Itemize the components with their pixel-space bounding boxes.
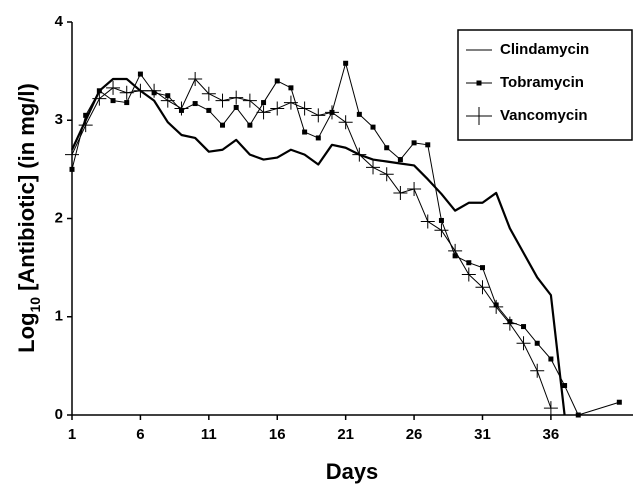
marker [384, 145, 390, 151]
marker [160, 93, 175, 108]
marker [379, 167, 394, 182]
marker [206, 107, 212, 113]
marker [119, 85, 134, 100]
y-tick-label: 4 [55, 13, 64, 30]
y-axis-title-part: [Antibiotic] (in mg/l) [14, 83, 39, 291]
marker [420, 214, 435, 229]
marker [242, 93, 257, 108]
series-line [71, 77, 566, 416]
marker [233, 104, 239, 110]
marker [124, 100, 130, 106]
y-axis-title: Log10 [Antibiotic] (in mg/l) [14, 83, 43, 353]
y-axis-title-part: Log [14, 312, 39, 352]
marker [448, 243, 463, 258]
marker [338, 115, 353, 130]
legend-label: Tobramycin [500, 74, 584, 91]
y-tick-label: 3 [55, 111, 63, 128]
marker [256, 105, 271, 120]
marker [356, 111, 362, 117]
marker [147, 83, 162, 98]
x-tick-label: 26 [406, 426, 423, 443]
marker [324, 105, 339, 120]
marker [302, 129, 308, 135]
legend-box [457, 29, 633, 141]
marker [288, 85, 294, 91]
marker [92, 91, 107, 106]
marker [562, 383, 568, 389]
x-tick-label: 1 [68, 426, 76, 443]
marker [407, 182, 422, 197]
marker [366, 160, 381, 175]
x-tick-label: 6 [136, 426, 144, 443]
marker [174, 101, 189, 116]
y-tick-label: 2 [55, 209, 63, 226]
marker [438, 217, 444, 223]
marker [270, 101, 285, 116]
marker [110, 98, 116, 104]
marker [393, 185, 408, 200]
marker [78, 118, 93, 133]
marker [69, 166, 75, 172]
marker [133, 83, 148, 98]
marker [466, 260, 472, 266]
marker [188, 71, 203, 86]
y-tick-label: 0 [55, 406, 63, 423]
marker [137, 71, 143, 77]
legend-marker [476, 80, 482, 86]
marker [548, 356, 554, 362]
marker [247, 122, 253, 128]
marker [315, 135, 321, 141]
marker [96, 88, 102, 94]
marker [83, 112, 89, 118]
marker [461, 267, 476, 282]
marker [575, 412, 581, 418]
marker [434, 223, 449, 238]
legend-label: Clindamycin [500, 41, 589, 58]
marker [543, 401, 558, 416]
marker [616, 399, 622, 405]
x-tick-label: 21 [337, 426, 354, 443]
x-tick-label: 31 [474, 426, 491, 443]
marker [521, 324, 527, 330]
marker [502, 316, 517, 331]
y-axis-title-part: 10 [27, 297, 43, 313]
marker [65, 147, 79, 162]
marker [397, 157, 403, 163]
legend-marker [470, 107, 488, 125]
marker [261, 100, 267, 106]
marker [530, 363, 545, 378]
marker [370, 124, 376, 130]
x-tick-label: 16 [269, 426, 286, 443]
marker [274, 78, 280, 84]
y-tick-label: 1 [55, 308, 63, 325]
marker [229, 90, 244, 105]
marker [475, 280, 490, 295]
marker [220, 122, 226, 128]
x-axis-title: Days [326, 459, 379, 484]
marker [489, 299, 504, 314]
marker [311, 108, 326, 123]
marker [283, 95, 298, 110]
marker [192, 101, 198, 107]
marker [516, 336, 531, 351]
marker [534, 340, 540, 346]
marker [425, 142, 431, 148]
marker [106, 80, 121, 95]
x-tick-label: 36 [543, 426, 560, 443]
x-tick-label: 11 [201, 426, 217, 443]
marker [201, 86, 216, 101]
marker [411, 140, 417, 146]
marker [297, 101, 312, 116]
legend-label: Vancomycin [500, 107, 588, 124]
marker [343, 60, 349, 66]
marker [479, 265, 485, 271]
marker [352, 147, 367, 162]
marker [215, 93, 230, 108]
